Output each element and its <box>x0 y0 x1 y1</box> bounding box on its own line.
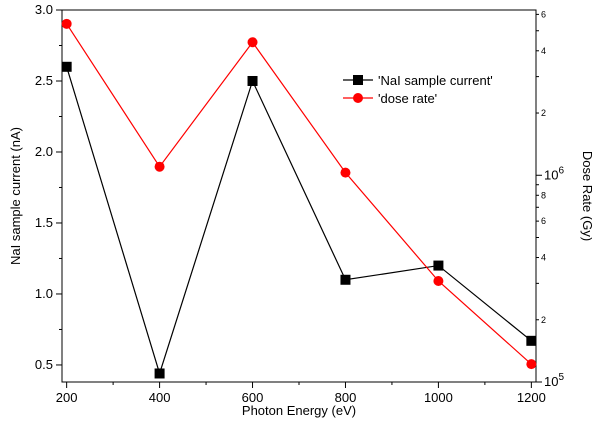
legend-label: 'NaI sample current' <box>378 73 493 88</box>
data-point-circle <box>247 37 258 48</box>
y2-axis-label: Dose Rate (Gy) <box>580 151 592 241</box>
y2-minor-tick-label: 8 <box>541 190 546 200</box>
x-axis-label: Photon Energy (eV) <box>242 403 356 418</box>
y2-minor-tick-label: 6 <box>541 9 546 19</box>
legend: 'NaI sample current' 'dose rate' <box>343 73 493 106</box>
data-point-circle <box>340 167 351 178</box>
legend-marker-circle <box>353 93 363 103</box>
data-point-square <box>526 335 537 346</box>
y2-minor-tick-label: 2 <box>541 315 546 325</box>
data-point-square <box>433 260 444 271</box>
y-axis-label: NaI sample current (nA) <box>8 127 23 265</box>
y-tick-label: 1.5 <box>35 215 53 230</box>
x-tick-label: 1200 <box>517 390 546 405</box>
data-point-square <box>61 61 72 72</box>
y2-tick-label: 105 <box>544 372 564 389</box>
plot-frame <box>61 9 537 383</box>
y2-minor-tick-label: 6 <box>541 216 546 226</box>
series-line-0 <box>66 66 532 376</box>
data-point-circle <box>433 275 444 286</box>
y-tick-label: 3.0 <box>35 2 53 17</box>
legend-marker-square <box>353 75 363 85</box>
axes: 200 400 600 800 1000 1200 0.5 1.0 1.5 2.0 2.5 3.0 10… <box>35 2 565 405</box>
data-point-circle <box>61 18 72 29</box>
data-point-circle <box>154 161 165 172</box>
y-tick-label: 0.5 <box>35 357 53 372</box>
x-tick-label: 200 <box>56 390 78 405</box>
y-tick-label: 2.0 <box>35 144 53 159</box>
y-tick-label: 2.5 <box>35 73 53 88</box>
x-tick-label: 600 <box>242 390 264 405</box>
x-tick-label: 800 <box>335 390 357 405</box>
x-tick-label: 400 <box>149 390 171 405</box>
data-point-square <box>154 368 165 379</box>
y2-tick-label: 106 <box>544 165 564 182</box>
data-point-circle <box>526 359 537 370</box>
series-line-1 <box>66 23 532 365</box>
y-tick-label: 1.0 <box>35 286 53 301</box>
legend-label: 'dose rate' <box>378 91 437 106</box>
series-layer <box>61 18 537 379</box>
x-tick-label: 1000 <box>424 390 453 405</box>
y2-minor-tick-label: 4 <box>541 253 546 263</box>
data-point-square <box>247 75 258 86</box>
y2-minor-tick-label: 2 <box>541 108 546 118</box>
y2-minor-tick-label: 4 <box>541 46 546 56</box>
data-point-square <box>340 274 351 285</box>
